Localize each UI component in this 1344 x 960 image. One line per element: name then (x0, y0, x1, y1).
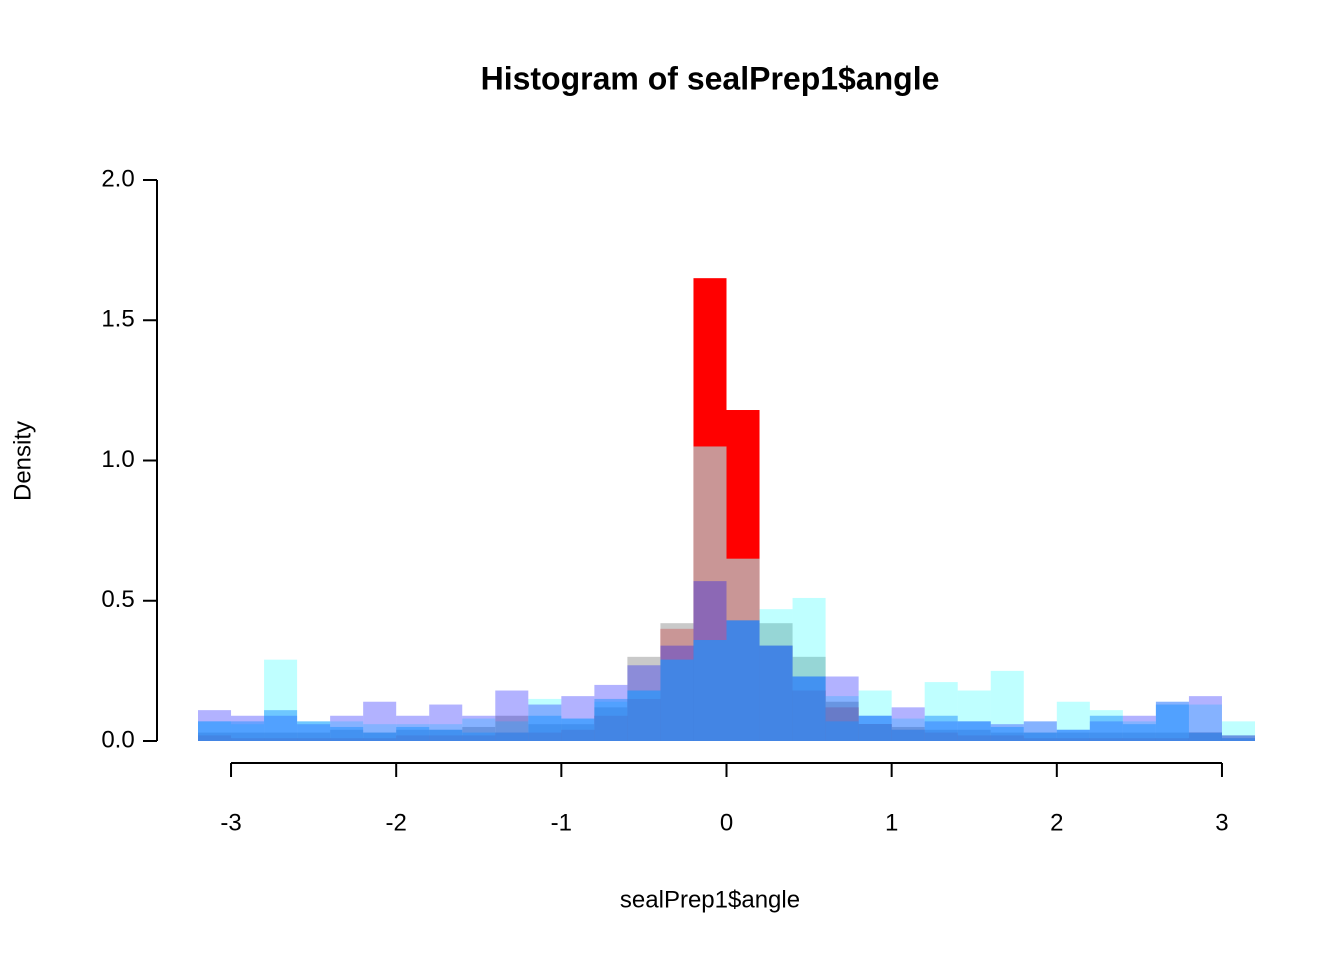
histogram-bar (297, 721, 331, 741)
histogram-bar (825, 721, 859, 741)
histogram-bar (957, 721, 991, 741)
y-tick-label: 0.5 (101, 586, 134, 613)
histogram-bar (396, 726, 430, 741)
histogram-bar (330, 726, 364, 741)
chart-title: Histogram of sealPrep1$angle (481, 60, 940, 96)
x-tick-label: 2 (1050, 809, 1063, 836)
histogram-bar (264, 710, 298, 741)
y-axis-label: Density (9, 421, 36, 501)
histogram-bar (792, 676, 826, 741)
histogram-bar (231, 721, 265, 741)
histogram-bar (363, 732, 397, 741)
histogram-bar (1089, 715, 1123, 741)
histogram-bar (495, 732, 529, 741)
histogram-bar (990, 726, 1024, 741)
x-tick-label: -2 (386, 809, 407, 836)
x-tick-label: 1 (885, 809, 898, 836)
histogram-bar (858, 715, 892, 741)
histogram-bar (1023, 732, 1057, 741)
histogram-bar (693, 640, 727, 741)
y-tick-label: 1.0 (101, 446, 134, 473)
y-tick-label: 2.0 (101, 165, 134, 192)
histogram-bar (1155, 704, 1189, 741)
histogram-bar (726, 620, 760, 741)
histogram-bar (627, 690, 661, 741)
histogram-bar (759, 645, 793, 741)
histogram-bar (1188, 732, 1222, 741)
histogram-bar (891, 729, 925, 741)
y-tick-label: 0.0 (101, 726, 134, 753)
histogram-bar (561, 718, 595, 741)
histogram-bar (198, 721, 232, 741)
histogram-bar (429, 729, 463, 741)
histogram-bar (660, 659, 694, 741)
histogram-bar (1221, 738, 1255, 741)
histogram-bar (1056, 729, 1090, 741)
x-tick-label: -3 (220, 809, 241, 836)
histogram-bar (1221, 721, 1255, 741)
x-tick-label: 0 (720, 809, 733, 836)
y-tick-label: 1.5 (101, 306, 134, 333)
histogram-bar (462, 732, 496, 741)
histogram-bar (528, 715, 562, 741)
x-axis-label: sealPrep1$angle (620, 886, 800, 913)
histogram-bar (924, 715, 958, 741)
x-tick-label: -1 (551, 809, 572, 836)
histogram-bar (1122, 724, 1156, 741)
x-tick-label: 3 (1215, 809, 1228, 836)
histogram-bar (594, 698, 628, 741)
